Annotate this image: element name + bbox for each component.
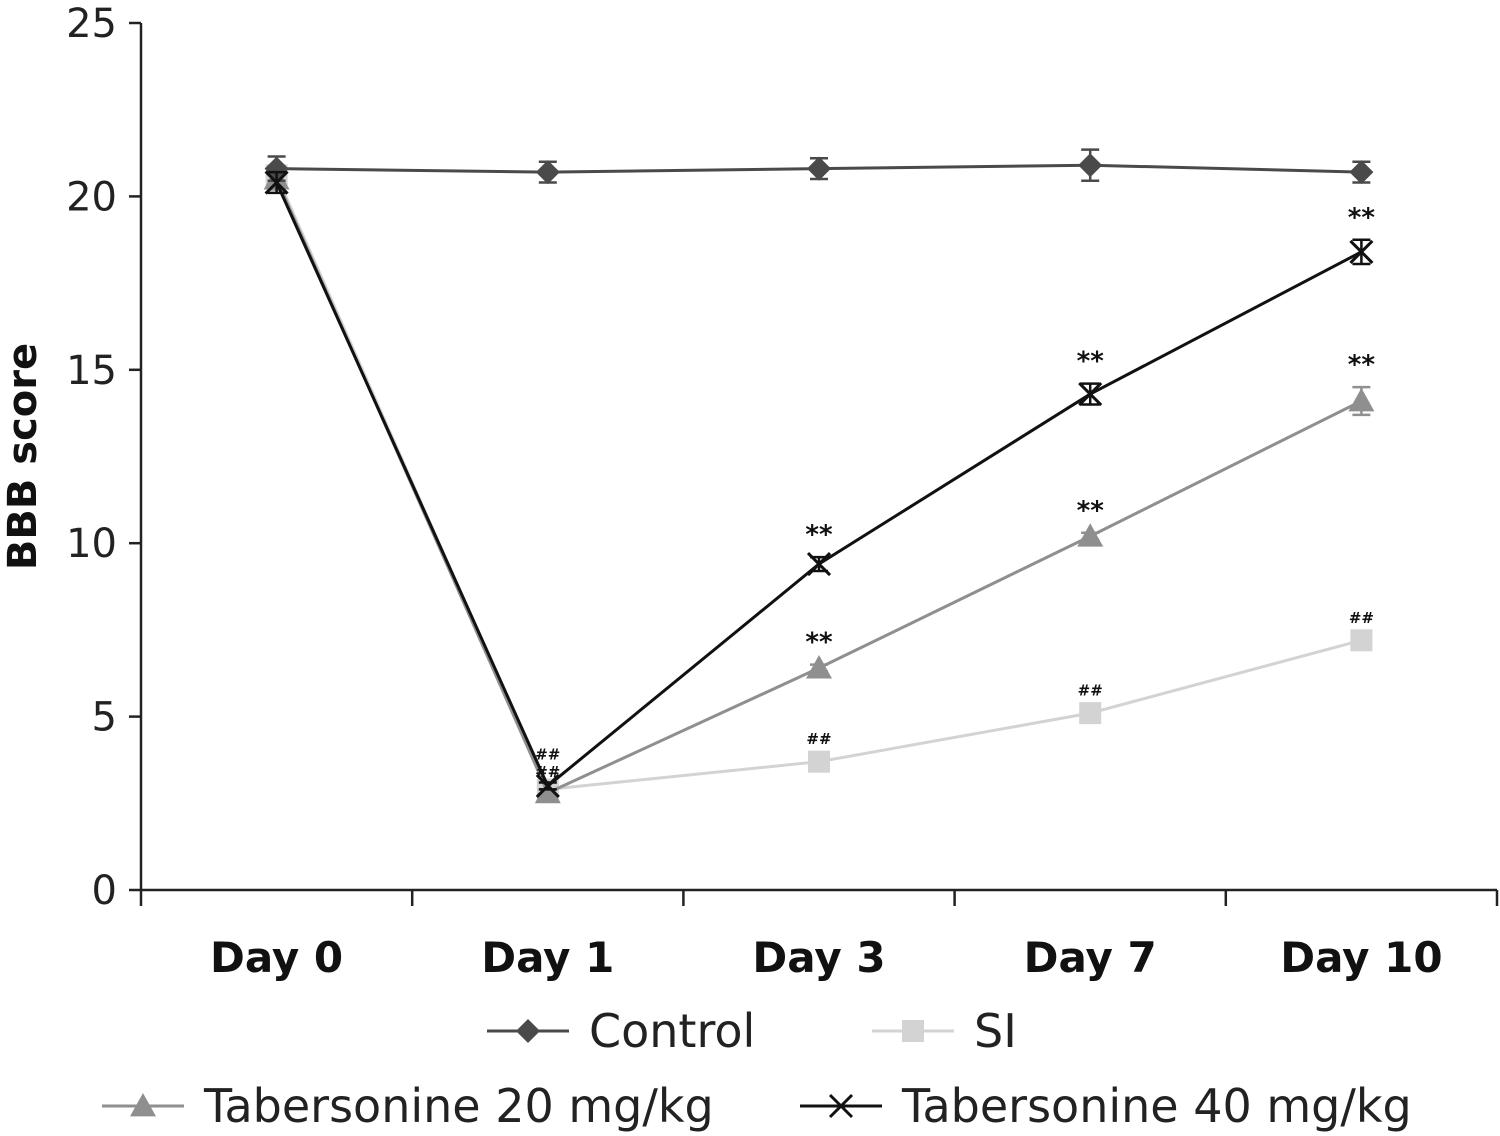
x-category-label: Day 7 [1024,933,1157,982]
legend-label: Tabersonine 40 mg/kg [901,1079,1412,1133]
y-tick-label: 20 [66,174,117,220]
series-line [275,181,1363,789]
legend-item: Control [487,1004,755,1058]
data-point [1079,702,1102,725]
data-point [806,655,832,679]
data-point [535,773,560,799]
y-tick-label: 25 [66,1,117,47]
legend-marker-square [902,1020,924,1042]
legend-label: SI [974,1004,1017,1058]
significance-annotation: ## [535,745,560,763]
y-tick-label: 5 [92,695,117,741]
data-point [264,170,289,195]
y-tick-label: 15 [66,348,117,394]
data-point [806,551,832,577]
legend-label: Tabersonine 20 mg/kg [203,1079,714,1133]
legend-marker-x [828,1093,854,1119]
x-marker-stroke [1349,239,1374,264]
axes: 0 5 10 15 20 25 Day 0 Day 1 Day 3 Day 7 Day 10 BBB … [0,1,1499,982]
x-category-label: Day 1 [481,933,614,982]
series-triangle [263,166,1375,804]
x-category-label: Day 3 [752,933,885,982]
series-x [264,170,1374,799]
data-point [534,779,561,804]
series-layer [263,148,1375,804]
x-category-label: Day 0 [210,933,343,982]
data-point [1349,160,1374,185]
data-point [1078,153,1103,178]
data-point [1348,388,1375,412]
legend-label: Control [589,1004,755,1058]
legend-item: Tabersonine 20 mg/kg [102,1079,714,1133]
significance-annotation: ## [1349,609,1374,627]
legend: Control SI Tabersonine 20 mg/kg Tabersonine… [102,1004,1412,1133]
y-tick-label: 10 [66,521,117,567]
data-point [808,750,830,773]
significance-annotation: ## [535,763,560,781]
data-point [1350,629,1373,652]
significance-annotation: ** [1077,347,1105,377]
legend-marker-diamond [516,1019,540,1043]
x-marker-stroke [828,1093,854,1119]
x-marker-stroke [1078,382,1103,407]
series-line [275,178,1363,795]
legend-marker-triangle [130,1093,156,1117]
x-marker-stroke [264,170,289,195]
significance-annotation: ** [1348,203,1376,233]
significance-annotation: ## [1078,682,1103,700]
y-axis-title: BBB score [0,343,46,570]
significance-annotation: ** [805,520,833,550]
significance-annotation: ** [1348,350,1376,380]
series-square [265,163,1373,801]
legend-item: Tabersonine 40 mg/kg [800,1079,1412,1133]
significance-annotation: ## [806,730,831,748]
series-diamond [264,148,1374,185]
data-point [1349,239,1374,264]
data-point [807,156,831,181]
x-marker-stroke [806,551,832,577]
significance-annotation: ** [1077,496,1105,526]
y-tick-label: 0 [92,868,117,914]
data-point [535,160,560,185]
data-point [1077,523,1104,547]
x-category-label: Day 10 [1280,933,1442,982]
x-marker-stroke [535,773,560,799]
annotations-layer: ##########************ [535,203,1375,781]
legend-item: SI [872,1004,1017,1058]
data-point [1078,382,1103,407]
significance-annotation: ** [805,628,833,658]
